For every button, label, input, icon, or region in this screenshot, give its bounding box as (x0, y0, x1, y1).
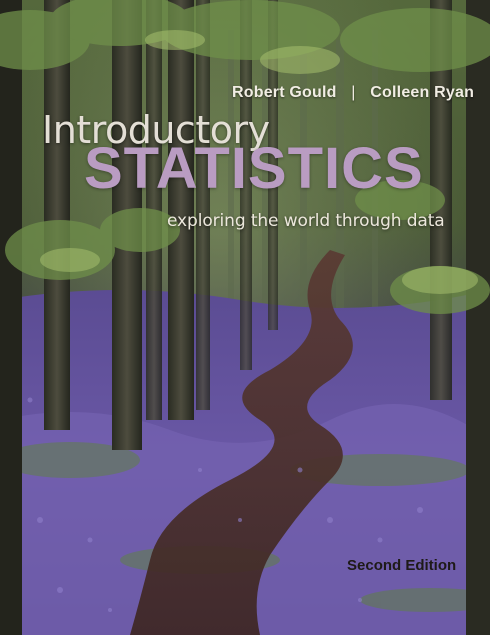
book-subtitle: exploring the world through data (167, 211, 445, 231)
author-1: Robert Gould (232, 84, 337, 101)
title-line-statistics: STATISTICS (84, 136, 424, 201)
title-line-introductory: Introductory (42, 108, 270, 152)
author-names: Robert Gould | Colleen Ryan (232, 84, 474, 102)
author-separator: | (351, 84, 356, 101)
author-2: Colleen Ryan (370, 84, 475, 101)
edition-label: Second Edition (347, 557, 457, 574)
